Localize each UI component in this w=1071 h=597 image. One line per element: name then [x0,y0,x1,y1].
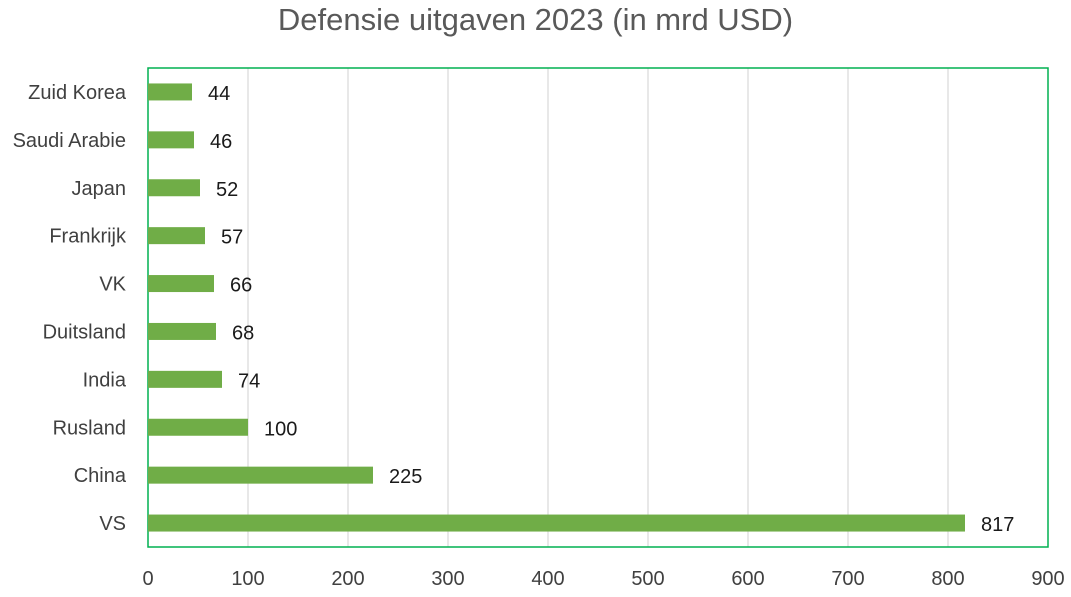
category-label: Zuid Korea [28,82,127,104]
bar [148,370,222,388]
data-label: 44 [208,83,230,105]
data-label: 74 [238,370,260,392]
category-label: Duitsland [43,321,126,343]
category-label: Saudi Arabie [13,130,126,152]
x-tick-label: 0 [142,568,153,590]
bar [148,131,194,149]
bar [148,227,205,245]
data-label: 52 [216,179,238,201]
data-labels: 817 225 100 74 68 66 57 52 46 44 [208,83,1014,536]
x-tick-label: 400 [531,568,564,590]
category-label: VS [99,513,126,535]
bar [148,466,373,484]
x-tick-label: 700 [831,568,864,590]
chart-title: Defensie uitgaven 2023 (in mrd USD) [277,2,794,37]
plot-frame [147,67,1049,548]
category-label: China [74,465,127,487]
x-tick-label: 100 [231,568,264,590]
bar [148,275,214,293]
data-label: 68 [232,322,254,344]
category-label: Japan [72,178,127,200]
category-label: VK [99,274,126,296]
data-label: 66 [230,275,252,297]
category-label: Rusland [53,417,126,439]
bar [148,514,965,532]
x-axis-ticks: 0 100 200 300 400 500 600 700 800 900 [142,568,1064,590]
x-tick-label: 600 [731,568,764,590]
data-label: 225 [389,466,422,488]
bar [148,418,248,436]
data-label: 100 [264,418,297,440]
data-label: 57 [221,227,243,249]
x-tick-label: 500 [631,568,664,590]
x-tick-label: 300 [431,568,464,590]
y-axis-categories: VS China Rusland India Duitsland VK Frankrijk J… [13,82,127,535]
x-tick-label: 200 [331,568,364,590]
category-label: India [83,369,127,391]
category-label: Frankrijk [49,226,127,248]
x-tick-label: 800 [931,568,964,590]
bar [148,179,200,197]
x-tick-label: 900 [1031,568,1064,590]
gridlines [247,68,949,547]
data-label: 46 [210,131,232,153]
data-label: 817 [981,514,1014,536]
bar [148,322,216,340]
bar [148,83,192,101]
bars [148,83,965,532]
